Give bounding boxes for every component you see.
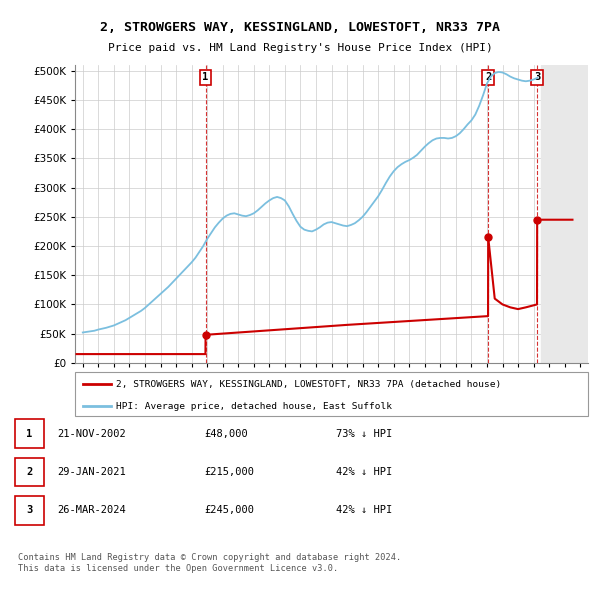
- Text: 73% ↓ HPI: 73% ↓ HPI: [336, 429, 392, 438]
- Text: 2, STROWGERS WAY, KESSINGLAND, LOWESTOFT, NR33 7PA (detached house): 2, STROWGERS WAY, KESSINGLAND, LOWESTOFT…: [116, 379, 501, 389]
- Text: Contains HM Land Registry data © Crown copyright and database right 2024.: Contains HM Land Registry data © Crown c…: [18, 553, 401, 562]
- Text: 26-MAR-2024: 26-MAR-2024: [57, 506, 126, 515]
- Text: £245,000: £245,000: [204, 506, 254, 515]
- Text: 2: 2: [485, 73, 491, 83]
- Text: 1: 1: [202, 73, 209, 83]
- Text: 2: 2: [26, 467, 32, 477]
- Text: Price paid vs. HM Land Registry's House Price Index (HPI): Price paid vs. HM Land Registry's House …: [107, 43, 493, 53]
- Text: 42% ↓ HPI: 42% ↓ HPI: [336, 506, 392, 515]
- Text: 21-NOV-2002: 21-NOV-2002: [57, 429, 126, 438]
- Bar: [541, 65, 588, 363]
- Bar: [541, 65, 588, 363]
- Text: 2, STROWGERS WAY, KESSINGLAND, LOWESTOFT, NR33 7PA: 2, STROWGERS WAY, KESSINGLAND, LOWESTOFT…: [100, 21, 500, 34]
- Text: 3: 3: [534, 73, 540, 83]
- Text: £48,000: £48,000: [204, 429, 248, 438]
- Text: 1: 1: [26, 429, 32, 438]
- Text: This data is licensed under the Open Government Licence v3.0.: This data is licensed under the Open Gov…: [18, 565, 338, 573]
- Text: 29-JAN-2021: 29-JAN-2021: [57, 467, 126, 477]
- Text: 3: 3: [26, 506, 32, 515]
- Text: 42% ↓ HPI: 42% ↓ HPI: [336, 467, 392, 477]
- Text: HPI: Average price, detached house, East Suffolk: HPI: Average price, detached house, East…: [116, 402, 392, 411]
- Text: £215,000: £215,000: [204, 467, 254, 477]
- FancyBboxPatch shape: [75, 372, 588, 416]
